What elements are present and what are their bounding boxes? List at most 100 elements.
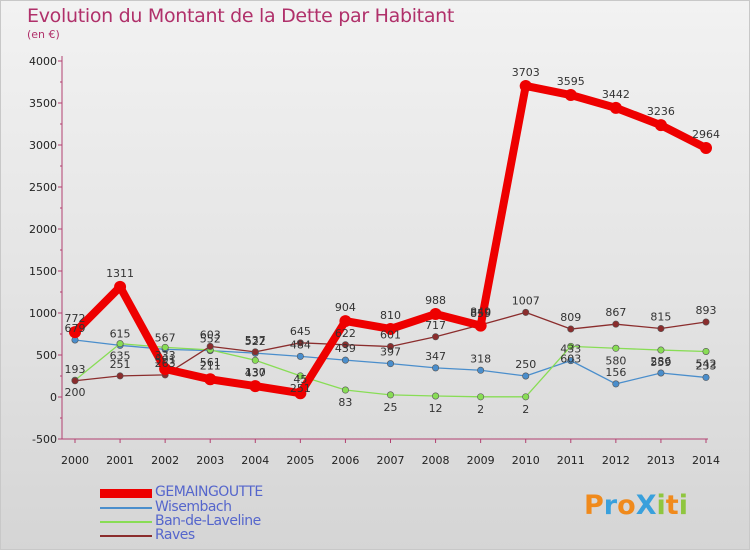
data-label: 333 — [155, 349, 176, 362]
data-point — [567, 357, 575, 365]
data-label: 772 — [65, 312, 86, 325]
data-label: 2964 — [692, 128, 720, 141]
data-label: 522 — [245, 335, 266, 348]
x-tick-label: 2003 — [196, 454, 224, 467]
data-label: 988 — [425, 294, 446, 307]
data-label: 25 — [384, 401, 398, 414]
data-point — [564, 89, 577, 102]
x-tick-label: 2005 — [286, 454, 314, 467]
data-point — [204, 373, 217, 386]
data-point — [296, 339, 304, 347]
data-label: 193 — [65, 363, 86, 376]
x-tick-label: 2012 — [602, 454, 630, 467]
x-tick-label: 2008 — [422, 454, 450, 467]
y-tick-label: 1000 — [29, 307, 57, 320]
data-label: 251 — [290, 382, 311, 395]
data-label: 904 — [335, 301, 356, 314]
data-label: 83 — [338, 396, 352, 409]
x-tick-label: 2007 — [377, 454, 405, 467]
data-point — [341, 356, 349, 364]
legend-swatch-raves — [100, 535, 152, 537]
legend-item-ban-de-laveline: Ban-de-Laveline — [100, 513, 360, 529]
data-point — [477, 366, 485, 374]
data-label: 580 — [605, 354, 626, 367]
data-point — [386, 391, 394, 399]
data-point — [69, 326, 81, 339]
data-point — [251, 348, 259, 356]
data-label: 2 — [522, 403, 529, 416]
y-tick-label: 1500 — [29, 265, 57, 278]
data-label: 45 — [293, 373, 307, 386]
x-tick-label: 2013 — [647, 454, 675, 467]
x-tick-label: 2000 — [61, 454, 89, 467]
data-label: 1007 — [512, 294, 540, 307]
legend-item-raves: Raves — [100, 527, 360, 543]
x-tick-label: 2009 — [467, 454, 495, 467]
data-label: 130 — [245, 366, 266, 379]
data-point — [609, 101, 622, 114]
data-point — [251, 356, 259, 364]
data-label: 635 — [110, 350, 131, 363]
data-label: 603 — [560, 352, 581, 365]
data-point — [116, 340, 124, 348]
data-point — [657, 325, 665, 333]
data-point — [206, 342, 214, 350]
data-label: 849 — [470, 306, 491, 319]
logo-letter: o — [617, 490, 636, 521]
data-label: 601 — [380, 329, 401, 342]
data-label: 645 — [290, 325, 311, 338]
data-point — [700, 142, 712, 155]
data-point — [339, 315, 352, 328]
data-point — [432, 392, 440, 400]
data-label: 810 — [380, 309, 401, 322]
x-tick-label: 2001 — [106, 454, 134, 467]
x-tick-label: 2004 — [241, 454, 269, 467]
data-point — [702, 318, 710, 326]
data-point — [384, 322, 397, 335]
logo-letter: X — [635, 490, 657, 521]
data-label: 3595 — [557, 75, 585, 88]
data-point — [567, 342, 575, 350]
data-label: 567 — [155, 331, 176, 344]
data-label: 286 — [650, 355, 671, 368]
data-label: 12 — [429, 402, 443, 415]
data-label: 622 — [335, 327, 356, 340]
data-label: 484 — [290, 338, 311, 351]
data-label: 251 — [110, 358, 131, 371]
y-tick-label: -500 — [32, 433, 57, 446]
data-label: 537 — [245, 334, 266, 347]
data-point — [657, 346, 665, 354]
data-label: 867 — [605, 306, 626, 319]
x-tick-label: 2014 — [692, 454, 720, 467]
data-point — [477, 393, 485, 401]
data-point — [432, 364, 440, 372]
data-point — [249, 380, 262, 393]
data-label: 437 — [245, 366, 266, 379]
data-point — [654, 119, 667, 132]
data-label: 859 — [470, 307, 491, 320]
data-point — [702, 373, 710, 381]
data-label: 233 — [696, 359, 717, 372]
y-tick-label: 0 — [50, 391, 57, 404]
legend-swatch-gemaingoutte — [100, 489, 152, 498]
data-point — [294, 387, 307, 400]
legend-swatch-ban-de-laveline — [100, 521, 152, 523]
data-label: 433 — [560, 343, 581, 356]
data-label: 3703 — [512, 66, 540, 79]
logo-letter: t — [665, 490, 679, 521]
data-point — [612, 320, 620, 328]
x-tick-label: 2006 — [331, 454, 359, 467]
x-tick-label: 2002 — [151, 454, 179, 467]
data-point — [114, 280, 127, 293]
data-label: 347 — [425, 350, 446, 363]
logo-letter: i — [656, 490, 666, 521]
chart-subtitle: (en €) — [27, 28, 60, 41]
chart-title: Evolution du Montant de la Dette par Hab… — [27, 5, 455, 27]
data-label: 615 — [110, 327, 131, 340]
data-point — [657, 369, 665, 377]
legend-label-gemaingoutte: GEMAINGOUTTE — [155, 484, 263, 500]
data-point — [522, 372, 530, 380]
data-label: 559 — [650, 356, 671, 369]
data-label: 552 — [200, 333, 221, 346]
y-tick-label: 2000 — [29, 223, 57, 236]
